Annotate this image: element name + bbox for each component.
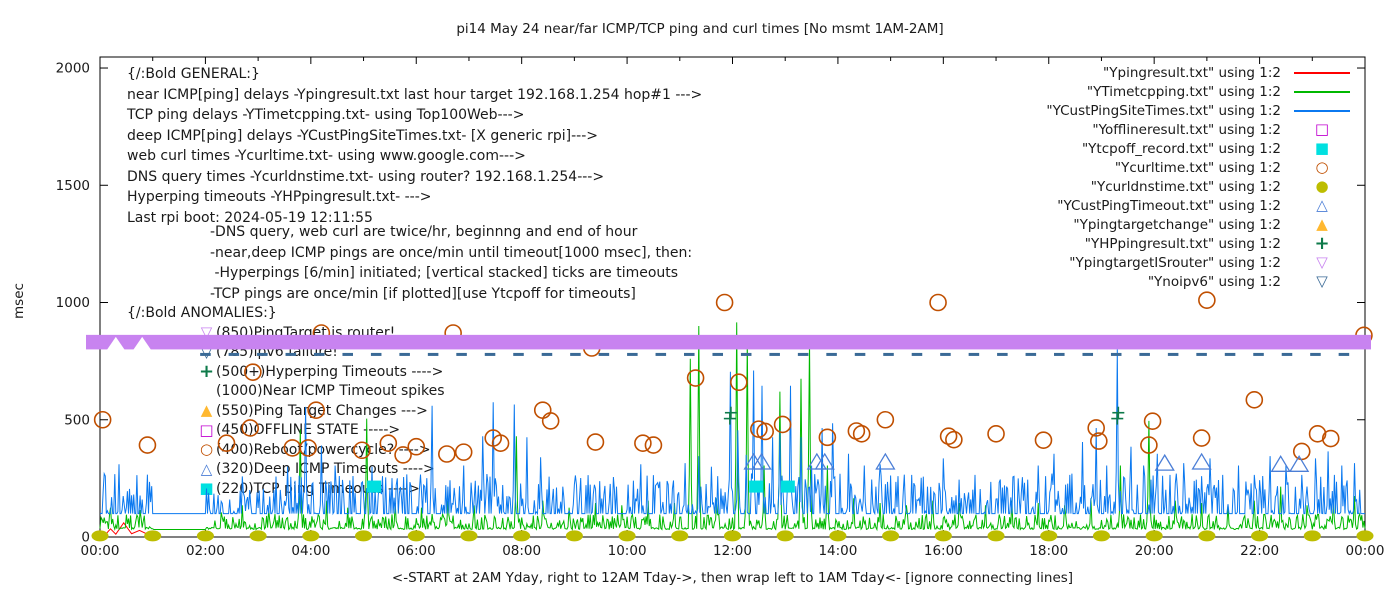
anomaly-text: (450)OFFLINE STATE ----->: [216, 422, 401, 439]
y-tick-label: 1500: [56, 178, 90, 194]
legend-label: "Ynoipv6" using 1:2: [1147, 273, 1281, 290]
anomaly-text: (550)Ping Target Changes --->: [216, 402, 428, 419]
legend-entry: "YpingtargetISrouter" using 1:2 ▽: [1046, 253, 1357, 272]
anomaly-marker-icon: +: [198, 360, 215, 382]
general-line: DNS query times -Ycurldnstime.txt- using…: [127, 168, 605, 185]
legend-swatch-circle: ●: [1315, 177, 1329, 195]
y-tick-label: 0: [81, 530, 90, 546]
legend-label: "Ytcpoff_record.txt" using 1:2: [1081, 140, 1281, 157]
note-line: -Hyperpings [6/min] initiated; [vertical…: [210, 265, 679, 281]
x-tick-label: 14:00: [818, 543, 857, 559]
legend-swatch-circle-open: ○: [1315, 158, 1329, 176]
legend-entry: "YCustPingTimeout.txt" using 1:2 △: [1046, 196, 1357, 215]
legend-label: "YCustPingSiteTimes.txt" using 1:2: [1046, 102, 1281, 119]
legend-entry: "Ypingtargetchange" using 1:2 ▲: [1046, 215, 1357, 234]
anomaly-marker-icon: ▽: [200, 342, 213, 361]
chart-title: pi14 May 24 near/far ICMP/TCP ping and c…: [456, 21, 944, 37]
legend-entry: "YCustPingSiteTimes.txt" using 1:2: [1046, 101, 1357, 120]
isrouter-band: [86, 334, 1371, 351]
anomaly-marker-icon: ■: [199, 479, 214, 498]
legend-swatch-line: [1287, 71, 1357, 74]
legend-entry: "Ypingresult.txt" using 1:2: [1046, 63, 1357, 82]
legend-label: "Yofflineresult.txt" using 1:2: [1092, 121, 1281, 138]
legend-swatch-plus: +: [1314, 232, 1330, 254]
legend-label: "Ypingresult.txt" using 1:2: [1103, 64, 1281, 81]
anomaly-marker-icon: ▲: [200, 401, 213, 420]
x-tick-label: 16:00: [924, 543, 963, 559]
general-line: deep ICMP[ping] delays -YCustPingSiteTim…: [127, 127, 598, 144]
legend-label: "YTimetcpping.txt" using 1:2: [1086, 83, 1281, 100]
y-tick-label: 1000: [56, 295, 90, 311]
general-line: web curl times -Ycurltime.txt- using www…: [127, 148, 526, 164]
general-line: near ICMP[ping] delays -Ypingresult.txt …: [127, 86, 703, 103]
series-YCustPingSiteTimes.txt: [99, 349, 1365, 516]
legend-swatch-line: [1287, 109, 1357, 112]
x-tick-label: 10:00: [608, 543, 647, 559]
legend-entry: "Ynoipv6" using 1:2 ▽: [1046, 272, 1357, 291]
y-tick-label: 2000: [56, 61, 90, 77]
anomaly-item: ▲ (550)Ping Target Changes --->: [197, 401, 445, 421]
general-line: TCP ping delays -YTimetcpping.txt- using…: [127, 107, 525, 123]
legend-label: "YpingtargetISrouter" using 1:2: [1069, 254, 1281, 271]
x-tick-label: 06:00: [397, 543, 436, 559]
general-line: Last rpi boot: 2024-05-19 12:11:55: [127, 209, 373, 226]
x-tick-label: 18:00: [1029, 543, 1068, 559]
x-tick-label: 12:00: [713, 543, 752, 559]
anomaly-marker-icon: △: [200, 459, 213, 478]
legend-swatch-tri-down-open: ▽: [1316, 253, 1328, 271]
legend-label: "YHPpingresult.txt" using 1:2: [1084, 235, 1281, 252]
x-axis-caption: <-START at 2AM Yday, right to 12AM Tday-…: [391, 570, 1074, 586]
legend-label: "YCustPingTimeout.txt" using 1:2: [1057, 197, 1281, 214]
legend-swatch-line: [1287, 90, 1357, 93]
general-line: {/:Bold GENERAL:}: [127, 66, 260, 82]
note-line: -near,deep ICMP pings are once/min until…: [210, 244, 693, 261]
anomaly-marker-icon: ○: [199, 440, 214, 459]
x-tick-label: 02:00: [186, 543, 225, 559]
general-annotation-block: {/:Bold GENERAL:} near ICMP[ping] delays …: [127, 64, 702, 228]
general-line: Hyperping timeouts -YHPpingresult.txt- -…: [127, 189, 432, 205]
legend-swatch-tri-open: △: [1316, 196, 1328, 214]
legend-entry: "Yofflineresult.txt" using 1:2 □: [1046, 120, 1357, 139]
legend-entry: "Ycurldnstime.txt" using 1:2 ●: [1046, 177, 1357, 196]
x-tick-label: 20:00: [1135, 543, 1174, 559]
anomaly-item: □ (450)OFFLINE STATE ----->: [197, 421, 445, 441]
legend-swatch-square: ■: [1314, 139, 1330, 157]
x-tick-label: 04:00: [291, 543, 330, 559]
anomalies-title: {/:Bold ANOMALIES:}: [127, 305, 277, 321]
anomaly-marker-icon: ▽: [200, 323, 213, 342]
legend-label: "Ycurldnstime.txt" using 1:2: [1090, 178, 1281, 195]
x-tick-label: 08:00: [502, 543, 541, 559]
anomaly-text: (1000)Near ICMP Timeout spikes: [216, 383, 445, 400]
note-line: -DNS query, web curl are twice/hr, begin…: [210, 224, 638, 240]
x-tick-label: 22:00: [1240, 543, 1279, 559]
legend-label: "Ycurltime.txt" using 1:2: [1114, 159, 1281, 176]
markers-YHPpingresult.txt: [723, 406, 1125, 425]
legend-label: "Ypingtargetchange" using 1:2: [1073, 216, 1281, 233]
markers-Ytcpoff_record.txt: [367, 480, 795, 493]
markers-YCustPingTimeout.txt: [743, 452, 1310, 472]
series-Ypingresult.txt: [99, 522, 153, 536]
legend-swatch-square-open: □: [1314, 120, 1330, 138]
x-tick-label: 00:00: [1346, 543, 1385, 559]
legend-swatch-tri-down-open: ▽: [1316, 272, 1328, 290]
plot-legend: "Ypingresult.txt" using 1:2 "YTimetcpping…: [1046, 63, 1357, 291]
legend-entry: "YHPpingresult.txt" using 1:2 +: [1046, 234, 1357, 253]
note-line: -TCP pings are once/min [if plotted][use…: [210, 285, 636, 302]
legend-entry: "YTimetcpping.txt" using 1:2: [1046, 82, 1357, 101]
markers-Ycurltime.txt: [93, 291, 1373, 464]
anomaly-marker-icon: □: [199, 420, 214, 439]
legend-entry: "Ytcpoff_record.txt" using 1:2 ■: [1046, 139, 1357, 158]
markers-Ycurldnstime.txt: [91, 530, 1374, 542]
notes-annotation-block: -DNS query, web curl are twice/hr, begin…: [210, 222, 692, 304]
legend-entry: "Ycurltime.txt" using 1:2 ○: [1046, 158, 1357, 177]
anomaly-item: (1000)Near ICMP Timeout spikes: [197, 382, 445, 402]
series-YTimetcpping.txt: [99, 322, 1366, 532]
y-tick-label: 500: [64, 412, 90, 428]
x-tick-label: 00:00: [81, 543, 120, 559]
legend-swatch-tri: ▲: [1316, 215, 1328, 233]
ipv6-failure-row: [200, 352, 1350, 356]
